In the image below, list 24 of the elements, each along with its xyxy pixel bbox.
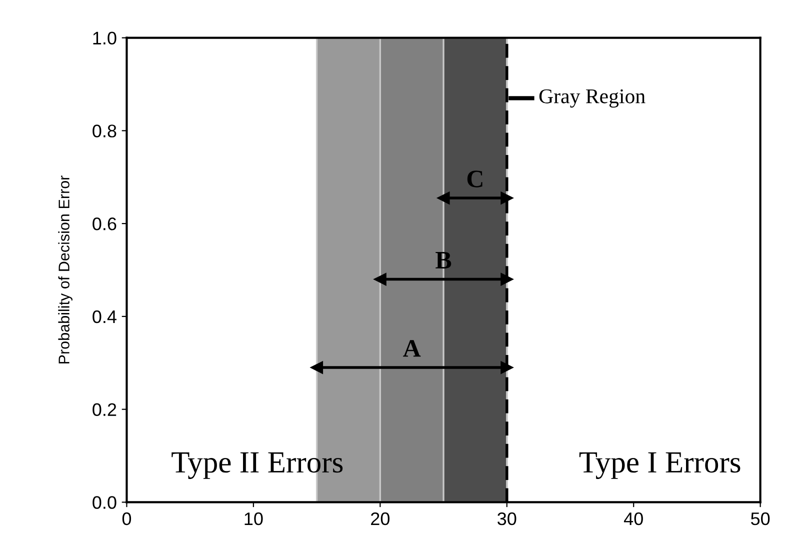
ref-line-label: Gray Region <box>539 89 646 108</box>
point <box>310 361 324 374</box>
x-tick-label: 20 <box>371 512 390 526</box>
y-tick-label: 0.8 <box>92 124 116 138</box>
point <box>500 273 514 286</box>
point <box>374 273 386 286</box>
point <box>500 192 514 204</box>
annotation: Type II Errors <box>172 452 343 479</box>
annotation: Type I Errors <box>579 452 740 479</box>
series-label: A <box>403 340 421 357</box>
y-axis-title: Probability of Decision Error <box>58 176 72 364</box>
point <box>500 361 514 374</box>
x-tick-label: 40 <box>624 512 643 526</box>
series-label: C <box>467 170 482 188</box>
y-tick-label: 0.4 <box>92 310 116 324</box>
y-tick-label: 0.6 <box>92 217 116 230</box>
y-tick-label: 1.0 <box>93 32 116 45</box>
x-tick-label: 0 <box>122 512 132 526</box>
point <box>437 192 450 204</box>
y-tick-label: 0.0 <box>92 496 116 509</box>
x-tick-label: 50 <box>751 512 770 526</box>
x-tick-label: 30 <box>498 512 516 526</box>
x-tick-label: 10 <box>244 512 263 526</box>
y-tick-label: 0.2 <box>92 403 116 416</box>
